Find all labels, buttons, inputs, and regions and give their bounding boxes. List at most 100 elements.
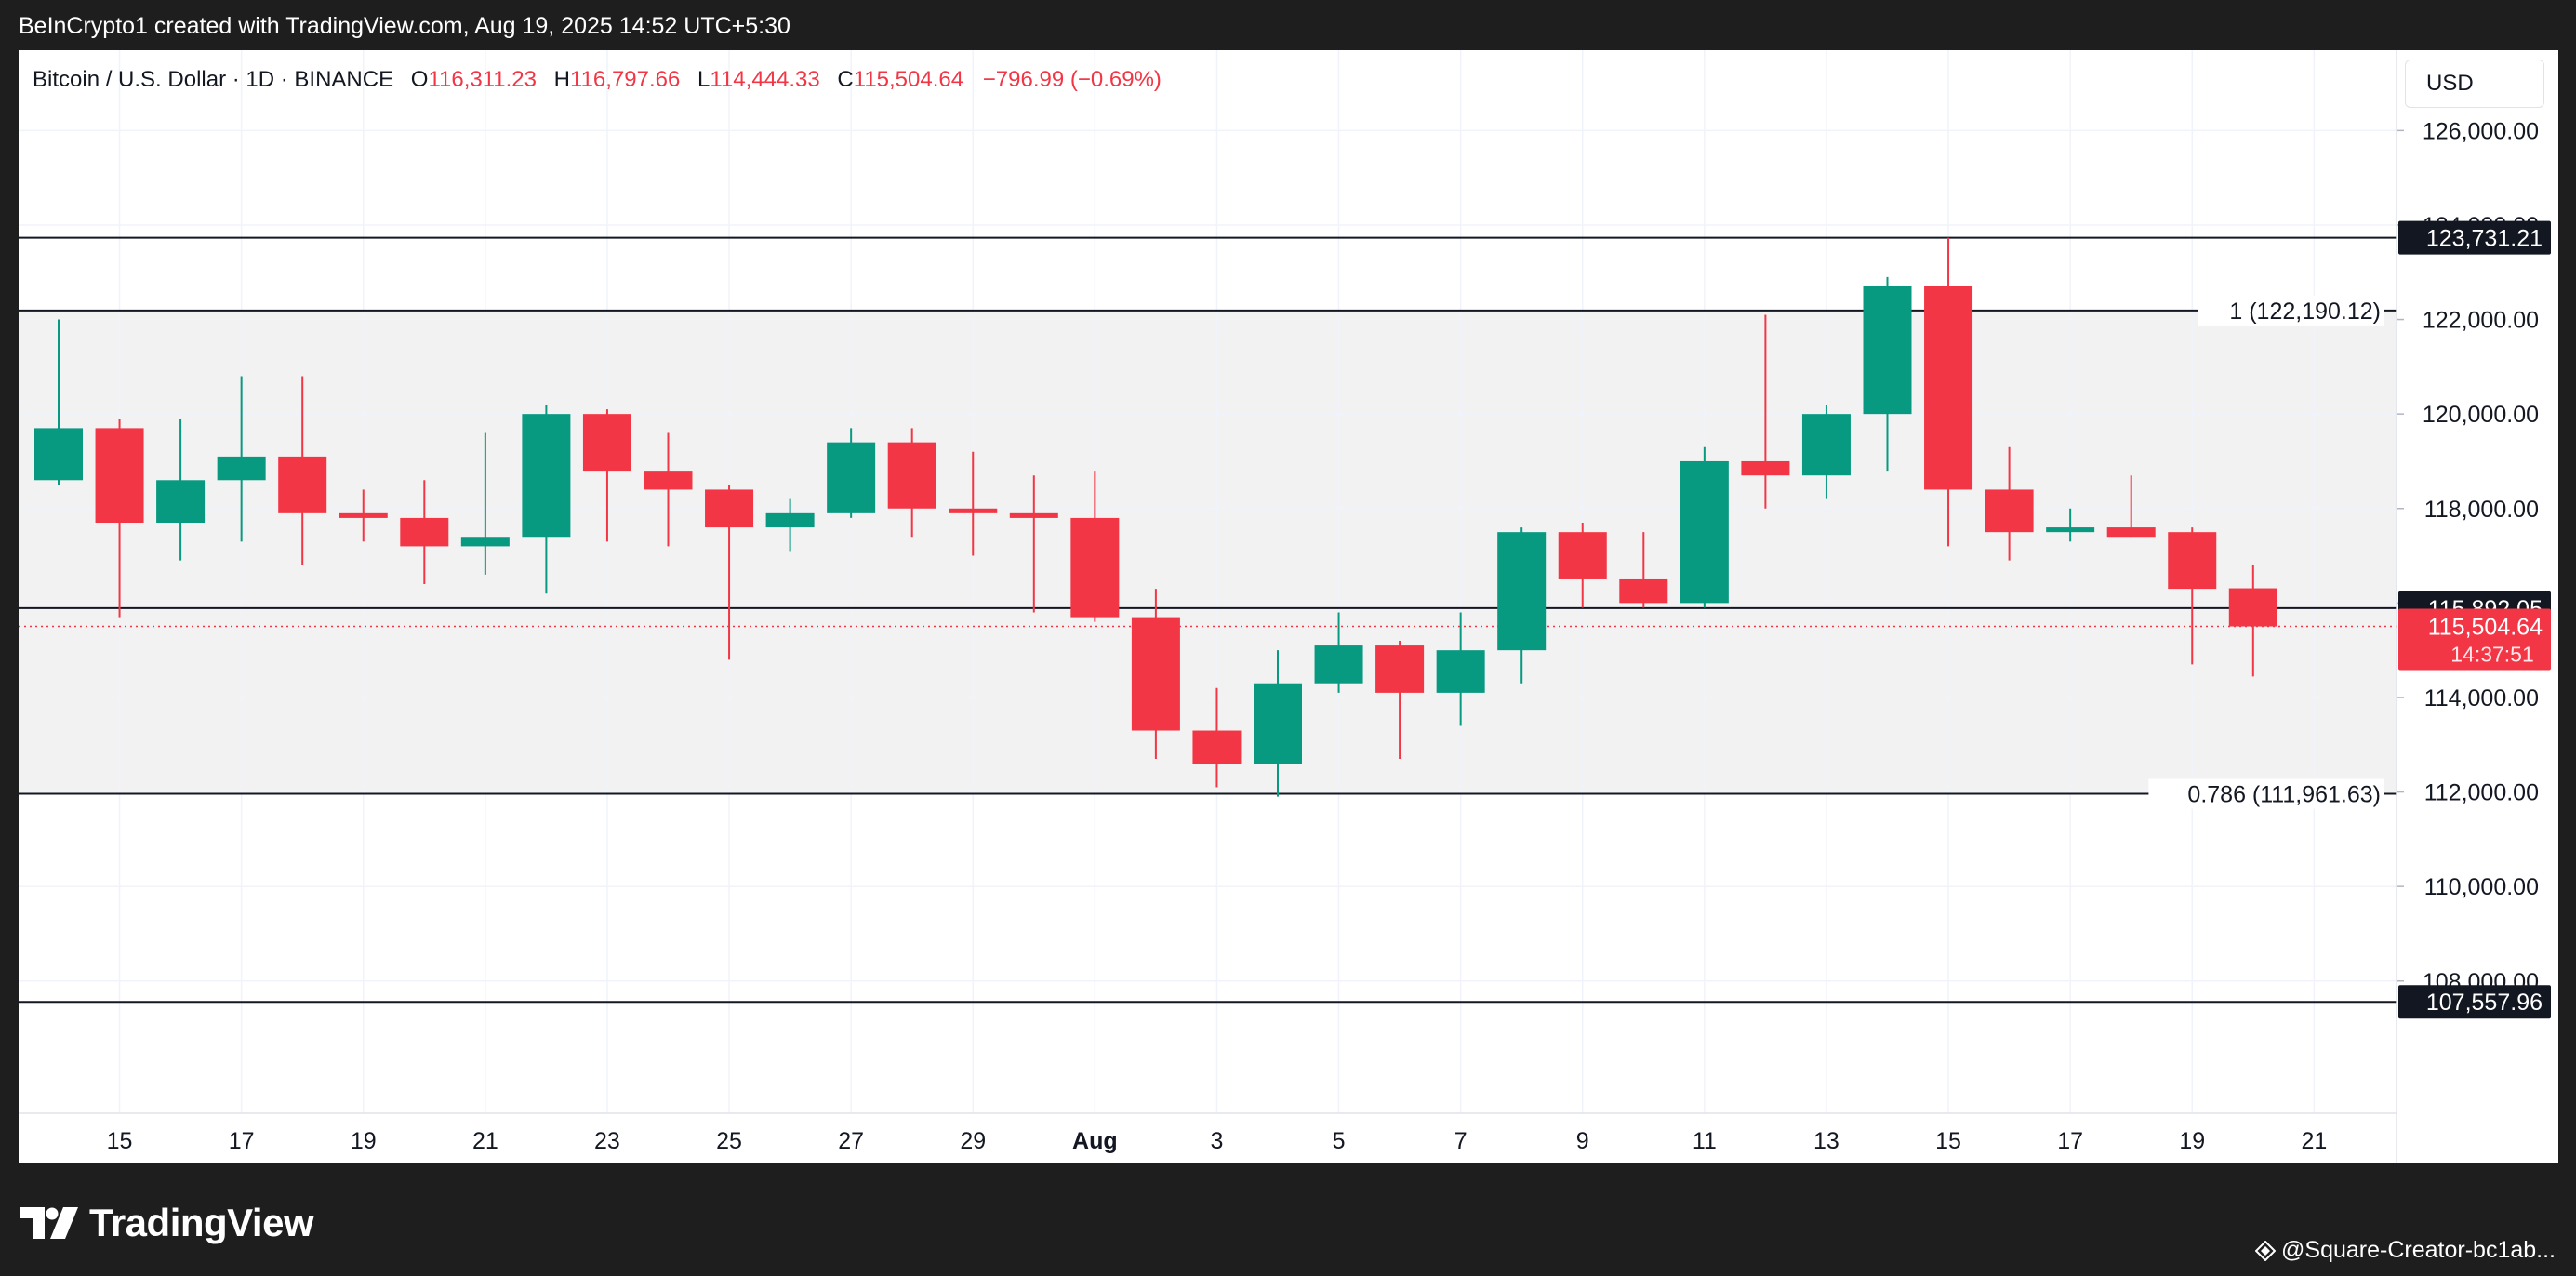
candle-body [1375, 645, 1425, 693]
y-tick-label: 118,000.00 [2424, 497, 2539, 523]
x-tick-label: 15 [107, 1128, 133, 1154]
candle-body [887, 442, 936, 509]
candle-body [34, 428, 83, 481]
x-tick-label: 27 [838, 1128, 864, 1154]
diamond-icon [2255, 1240, 2277, 1261]
candle-body [2168, 532, 2217, 590]
fib-level-label-bg [2198, 295, 2384, 326]
candle-body [522, 414, 571, 538]
candle-body [1741, 460, 1790, 476]
candle-body [1314, 645, 1363, 684]
level-badge-label: 123,731.21 [2426, 226, 2543, 252]
y-tick-label: 112,000.00 [2424, 780, 2539, 806]
candle-body [827, 442, 876, 513]
x-tick-label: 19 [2179, 1128, 2205, 1154]
candle-body [2046, 527, 2095, 533]
candle-body [400, 517, 449, 547]
x-tick-label: 7 [1454, 1128, 1467, 1154]
x-tick-label: 25 [716, 1128, 742, 1154]
x-tick-label: 9 [1576, 1128, 1589, 1154]
author-credit[interactable]: @Square-Creator-bc1ab... [2255, 1237, 2556, 1264]
x-tick-label: 3 [1210, 1128, 1223, 1154]
change-value: −796.99 (−0.69%) [982, 67, 1162, 92]
tradingview-logo-icon [20, 1207, 78, 1239]
fib-level-label-bg [2148, 778, 2384, 809]
level-badge [2398, 220, 2551, 255]
x-tick-label: 19 [351, 1128, 377, 1154]
x-tick-label: 5 [1333, 1128, 1346, 1154]
x-tick-label: 13 [1813, 1128, 1839, 1154]
candle-body [644, 471, 693, 490]
candle-body [1619, 578, 1668, 604]
countdown-label: 14:37:51 [2450, 643, 2534, 667]
ohlc-legend: Bitcoin / U.S. Dollar · 1D · BINANCE O11… [33, 67, 1162, 93]
chart-caption: BeInCrypto1 created with TradingView.com… [19, 13, 790, 39]
chart-panel[interactable]: 1 (122,190.12) 0.786 (111,961.63) 108,000… [19, 50, 2558, 1163]
y-tick-label: 122,000.00 [2423, 308, 2539, 334]
x-tick-label: Aug [1072, 1128, 1118, 1154]
candle-body [2228, 588, 2277, 627]
high-label: H [553, 67, 571, 92]
candle-body [1192, 730, 1242, 764]
low-label: L [697, 67, 710, 92]
candle-body [1070, 517, 1120, 618]
candle-body [1436, 650, 1485, 693]
fib-level-label: 1 (122,190.12) [2229, 299, 2381, 325]
x-tick-label: 17 [229, 1128, 255, 1154]
y-tick-label: 120,000.00 [2423, 402, 2539, 428]
tradingview-logo-text: TradingView [89, 1201, 314, 1244]
price-chart[interactable]: 1 (122,190.12)0.786 (111,961.63) 108,000… [19, 50, 2558, 1163]
level-badge [2398, 985, 2551, 1019]
candle-body [765, 512, 815, 528]
x-tick-label: 21 [2301, 1128, 2327, 1154]
x-tick-label: 17 [2057, 1128, 2083, 1154]
x-tick-label: 23 [594, 1128, 620, 1154]
x-tick-label: 29 [960, 1128, 986, 1154]
x-tick-label: 11 [1693, 1128, 1717, 1154]
candle-body [1558, 532, 1607, 579]
candle-body [1924, 286, 1973, 490]
candles [34, 237, 2277, 797]
candle-body [339, 512, 388, 518]
fib-level-label: 0.786 (111,961.63) [2187, 782, 2381, 808]
candle-body [1497, 532, 1547, 651]
shaded-range [19, 310, 2397, 794]
close-value: 115,504.64 [853, 67, 964, 92]
current-price-badge [2398, 608, 2551, 671]
candle-body [2106, 527, 2156, 538]
candle-body [1009, 512, 1058, 518]
symbol-label: Bitcoin / U.S. Dollar · 1D · BINANCE [33, 67, 394, 92]
candle-body [95, 428, 144, 523]
candle-body [156, 480, 206, 523]
candle-body [1131, 617, 1180, 731]
candle-body [460, 537, 510, 547]
candle-body [1985, 489, 2034, 533]
candle-body [1680, 460, 1729, 604]
y-tick-label: 114,000.00 [2424, 685, 2539, 711]
candle-body [1801, 414, 1851, 476]
x-tick-label: 21 [472, 1128, 498, 1154]
open-value: 116,311.23 [428, 67, 537, 92]
tradingview-logo[interactable]: TradingView [20, 1201, 314, 1245]
level-lines: 1 (122,190.12) 0.786 (111,961.63) [19, 236, 2397, 1004]
high-value: 116,797.66 [570, 67, 681, 92]
candle-body [705, 489, 754, 528]
candle-body [582, 414, 631, 472]
level-badge-label: 107,557.96 [2426, 990, 2543, 1016]
low-value: 114,444.33 [710, 67, 820, 92]
price-badges: 123,731.21115,892.05107,557.96115,504.64… [2398, 220, 2551, 1019]
candle-body [1863, 286, 1912, 415]
candle-body [217, 456, 266, 481]
chart-background [19, 50, 2397, 1113]
current-price-label: 115,504.64 [2428, 615, 2543, 641]
x-tick-label: 15 [1935, 1128, 1961, 1154]
author-credit-text: @Square-Creator-bc1ab... [2281, 1237, 2556, 1263]
open-label: O [410, 67, 429, 92]
y-tick-label: 126,000.00 [2423, 118, 2539, 144]
candle-body [949, 508, 998, 513]
candle-body [278, 456, 327, 513]
candle-body [1254, 683, 1302, 764]
currency-button[interactable]: USD [2405, 60, 2544, 108]
close-label: C [837, 67, 854, 92]
y-tick-label: 110,000.00 [2424, 874, 2539, 900]
